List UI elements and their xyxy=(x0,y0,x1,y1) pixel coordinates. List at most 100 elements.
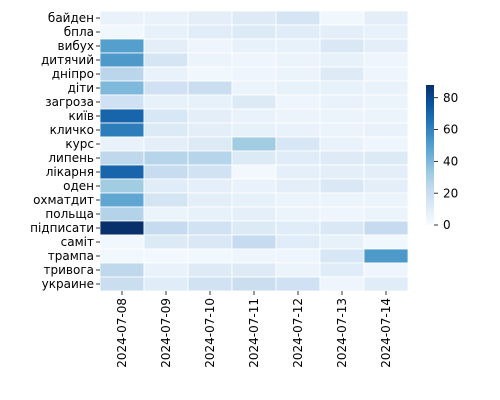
heatmap-cell xyxy=(319,24,365,40)
heatmap-cell xyxy=(187,178,233,194)
heatmap-cell xyxy=(319,276,365,292)
row-label: оден xyxy=(63,179,94,193)
heatmap-cell xyxy=(231,66,277,82)
row-label: курс xyxy=(65,137,94,151)
heatmap-cell xyxy=(363,164,409,180)
heatmap-cell xyxy=(231,122,277,138)
heatmap-cell xyxy=(319,38,365,54)
heatmap-cell xyxy=(363,206,409,222)
heatmap-cell xyxy=(363,276,409,292)
heatmap-cell xyxy=(143,150,189,166)
heatmap-cell xyxy=(231,192,277,208)
heatmap-cell xyxy=(231,234,277,250)
heatmap-cell xyxy=(363,150,409,166)
heatmap-cell xyxy=(143,178,189,194)
row-label: підписати xyxy=(30,221,94,235)
column-label: 2024-07-11 xyxy=(247,298,261,368)
heatmap-cell xyxy=(231,108,277,124)
heatmap-cell xyxy=(319,122,365,138)
heatmap-cell xyxy=(231,94,277,110)
heatmap-cell xyxy=(363,136,409,152)
column-label: 2024-07-14 xyxy=(379,298,393,368)
row-label: дитячий xyxy=(41,53,94,67)
heatmap-cell xyxy=(99,276,145,292)
heatmap-cell xyxy=(363,234,409,250)
heatmap-cell xyxy=(231,80,277,96)
heatmap-cell xyxy=(319,248,365,264)
heatmap-cell xyxy=(231,178,277,194)
heatmap-cell xyxy=(319,10,365,26)
heatmap-cell xyxy=(363,38,409,54)
heatmap-cell xyxy=(99,220,145,236)
heatmap-cell xyxy=(275,38,321,54)
heatmap-cell xyxy=(99,164,145,180)
heatmap-cell xyxy=(143,24,189,40)
row-label: трампа xyxy=(48,249,94,263)
heatmap-cell xyxy=(99,206,145,222)
heatmap-cell xyxy=(99,10,145,26)
colorbar-tick-label: 40 xyxy=(443,155,458,169)
heatmap-cell xyxy=(275,108,321,124)
heatmap-cell xyxy=(319,206,365,222)
heatmap-cell xyxy=(363,178,409,194)
heatmap-cell xyxy=(275,164,321,180)
heatmap-cell xyxy=(187,10,233,26)
heatmap-cell xyxy=(187,234,233,250)
heatmap-cells xyxy=(99,10,409,292)
column-label: 2024-07-12 xyxy=(291,298,305,368)
heatmap-cell xyxy=(99,262,145,278)
column-label: 2024-07-10 xyxy=(203,298,217,368)
heatmap-cell xyxy=(143,10,189,26)
heatmap-cell xyxy=(99,80,145,96)
heatmap-cell xyxy=(231,150,277,166)
column-labels: 2024-07-08 2024-07-09 2024-07-10 2024-07-11… xyxy=(115,291,393,368)
heatmap-cell xyxy=(275,10,321,26)
heatmap-cell xyxy=(231,262,277,278)
heatmap-cell xyxy=(143,192,189,208)
heatmap-cell xyxy=(363,122,409,138)
heatmap-cell xyxy=(143,262,189,278)
heatmap-cell xyxy=(143,206,189,222)
heatmap-cell xyxy=(319,192,365,208)
column-label: 2024-07-13 xyxy=(335,298,349,368)
heatmap-cell xyxy=(275,192,321,208)
row-label: лікарня xyxy=(46,165,94,179)
heatmap-cell xyxy=(187,66,233,82)
heatmap-cell xyxy=(231,38,277,54)
heatmap-cell xyxy=(231,164,277,180)
heatmap-cell xyxy=(363,80,409,96)
heatmap-cell xyxy=(187,206,233,222)
heatmap-cell xyxy=(275,94,321,110)
heatmap-cell xyxy=(143,220,189,236)
heatmap-cell xyxy=(231,276,277,292)
row-label: дніпро xyxy=(52,67,94,81)
row-label: загроза xyxy=(45,95,94,109)
colorbar-tick-label: 60 xyxy=(443,123,458,137)
heatmap-cell xyxy=(99,178,145,194)
heatmap-cell xyxy=(319,164,365,180)
heatmap-cell xyxy=(99,192,145,208)
heatmap-cell xyxy=(319,262,365,278)
heatmap-cell xyxy=(187,108,233,124)
heatmap-cell xyxy=(275,52,321,68)
heatmap-cell xyxy=(275,206,321,222)
heatmap-cell xyxy=(231,24,277,40)
row-label: саміт xyxy=(61,235,94,249)
heatmap-cell xyxy=(275,150,321,166)
heatmap-cell xyxy=(143,248,189,264)
heatmap-cell xyxy=(99,136,145,152)
row-label: вибух xyxy=(58,39,94,53)
heatmap-cell xyxy=(99,24,145,40)
heatmap-cell xyxy=(363,220,409,236)
heatmap-cell xyxy=(187,136,233,152)
heatmap-cell xyxy=(187,276,233,292)
heatmap-cell xyxy=(275,178,321,194)
heatmap-cell xyxy=(143,276,189,292)
column-label: 2024-07-08 xyxy=(115,298,129,368)
colorbar-ticks: 0 20 40 60 80 xyxy=(434,91,458,232)
heatmap-cell xyxy=(363,24,409,40)
colorbar-tick-label: 80 xyxy=(443,91,458,105)
row-label: бпла xyxy=(64,25,94,39)
heatmap-cell xyxy=(319,66,365,82)
